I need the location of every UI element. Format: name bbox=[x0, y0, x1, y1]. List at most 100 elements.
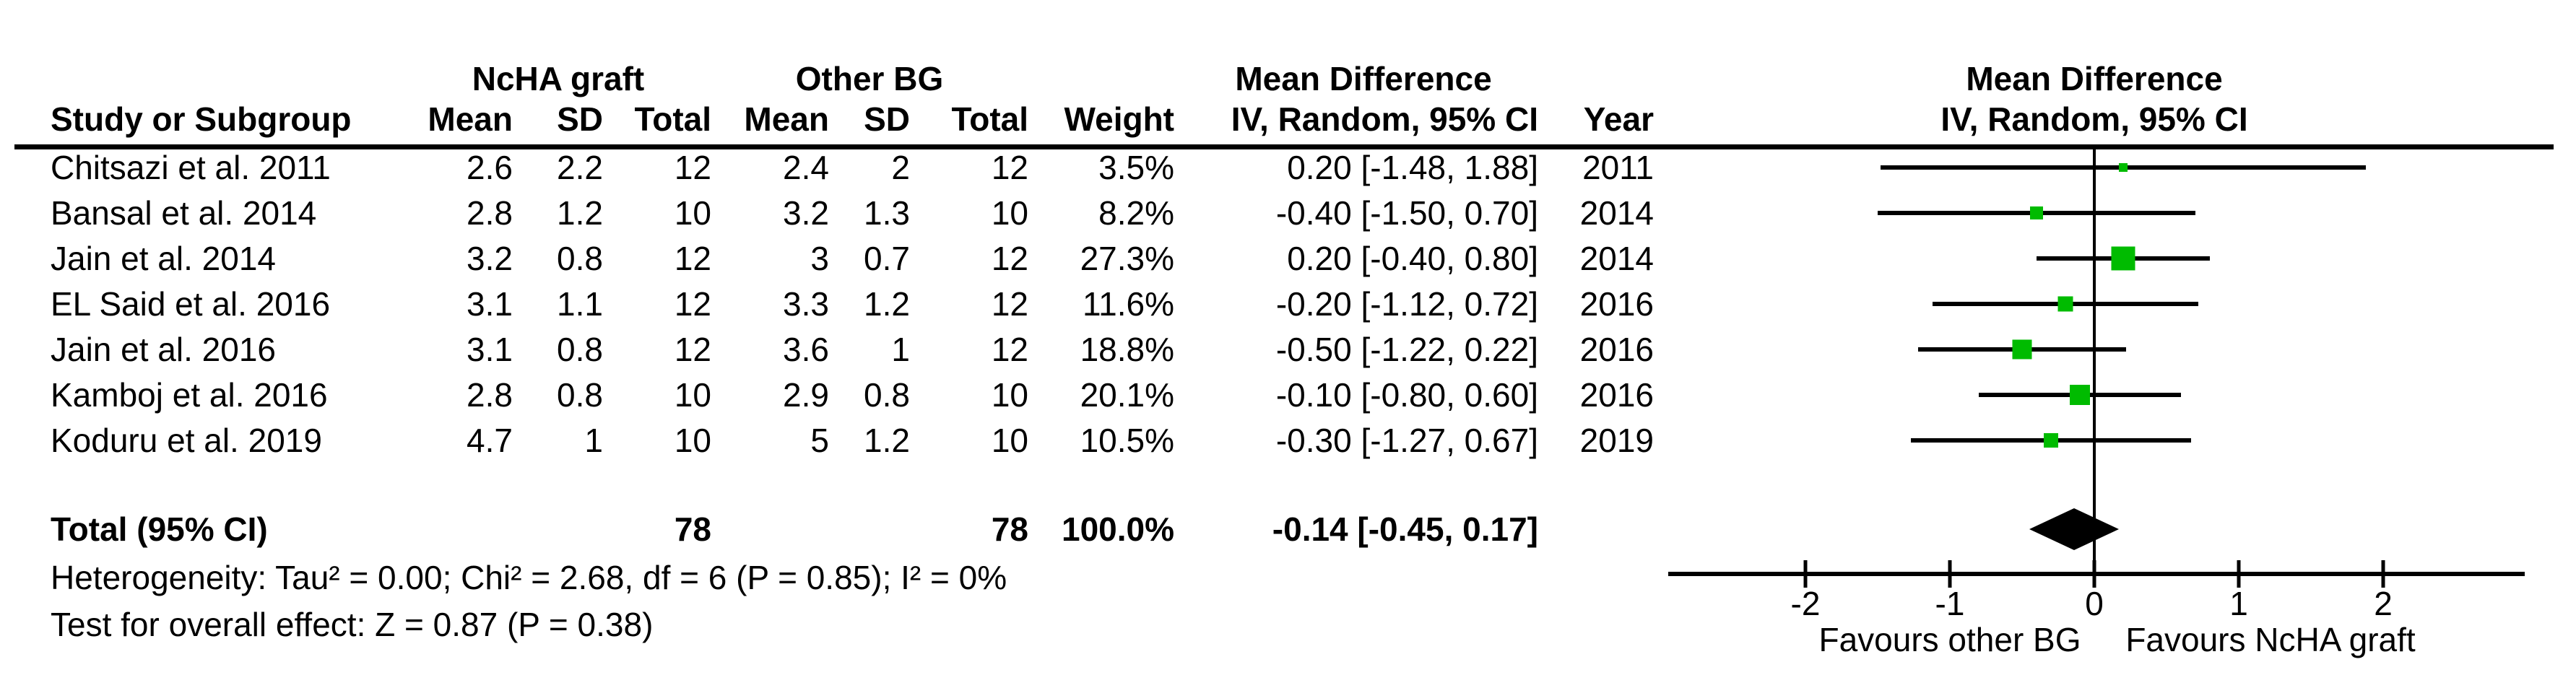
cell-mean2: 2.4 bbox=[783, 149, 829, 186]
cell-year: 2016 bbox=[1579, 285, 1654, 323]
cell-weight: 20.1% bbox=[1080, 376, 1174, 414]
cell-ci: -0.20 [-1.12, 0.72] bbox=[1275, 285, 1538, 323]
cell-sd1: 1.1 bbox=[557, 285, 603, 323]
cell-year: 2016 bbox=[1579, 376, 1654, 414]
axis-tick-label: 0 bbox=[2085, 585, 2104, 622]
heterogeneity-text: Heterogeneity: Tau² = 0.00; Chi² = 2.68,… bbox=[51, 559, 1007, 596]
cell-total1: 10 bbox=[674, 422, 711, 459]
cell-mean1: 4.7 bbox=[467, 422, 513, 459]
cell-total1: 12 bbox=[674, 331, 711, 368]
study-name: Koduru et al. 2019 bbox=[51, 422, 322, 459]
effect-header-table: Mean Difference bbox=[1235, 60, 1492, 97]
cell-mean2: 3.2 bbox=[783, 194, 829, 232]
cell-year: 2019 bbox=[1579, 422, 1654, 459]
column-header-total-ncha: Total bbox=[634, 100, 711, 138]
study-name: Jain et al. 2014 bbox=[51, 240, 277, 277]
cell-mean2: 3.3 bbox=[783, 285, 829, 323]
cell-mean2: 2.9 bbox=[783, 376, 829, 414]
cell-total1: 12 bbox=[674, 149, 711, 186]
study-name: Bansal et al. 2014 bbox=[51, 194, 317, 232]
study-name: Chitsazi et al. 2011 bbox=[51, 149, 331, 186]
total-row-label: Total (95% CI) bbox=[51, 510, 268, 548]
cell-ci: -0.50 [-1.22, 0.22] bbox=[1275, 331, 1538, 368]
cell-total2: 12 bbox=[991, 331, 1028, 368]
cell-ci: 0.20 [-0.40, 0.80] bbox=[1287, 240, 1538, 277]
cell-mean1: 3.1 bbox=[467, 285, 513, 323]
study-name: Kamboj et al. 2016 bbox=[51, 376, 328, 414]
cell-sd2: 1.2 bbox=[864, 285, 910, 323]
group-header-ncha: NcHA graft bbox=[472, 60, 645, 97]
cell-weight: 8.2% bbox=[1098, 194, 1174, 232]
cell-total1: 10 bbox=[674, 376, 711, 414]
point-estimate-square bbox=[2070, 385, 2090, 405]
cell-sd1: 1 bbox=[584, 422, 603, 459]
cell-weight: 10.5% bbox=[1080, 422, 1174, 459]
cell-mean2: 5 bbox=[810, 422, 829, 459]
cell-sd1: 0.8 bbox=[557, 240, 603, 277]
cell-weight: 3.5% bbox=[1098, 149, 1174, 186]
point-estimate-square bbox=[2044, 433, 2058, 448]
cell-total1: 12 bbox=[674, 285, 711, 323]
cell-sd2: 0.7 bbox=[864, 240, 910, 277]
cell-weight: 11.6% bbox=[1082, 285, 1174, 323]
column-header-sd-ncha: SD bbox=[557, 100, 603, 138]
cell-weight: 18.8% bbox=[1080, 331, 1174, 368]
cell-total2: 10 bbox=[991, 194, 1028, 232]
cell-ci: 0.20 [-1.48, 1.88] bbox=[1287, 149, 1538, 186]
cell-weight: 27.3% bbox=[1080, 240, 1174, 277]
cell-sd2: 1.3 bbox=[864, 194, 910, 232]
study-name: Jain et al. 2016 bbox=[51, 331, 277, 368]
cell-total2: 12 bbox=[991, 149, 1028, 186]
axis-tick-label: -2 bbox=[1791, 585, 1821, 622]
total-row-weight: 100.0% bbox=[1061, 510, 1174, 548]
cell-total2: 12 bbox=[991, 285, 1028, 323]
total-row-n-other: 78 bbox=[991, 510, 1028, 548]
study-name: EL Said et al. 2016 bbox=[51, 285, 331, 323]
column-header-total-other: Total bbox=[951, 100, 1028, 138]
axis-tick-label: 1 bbox=[2229, 585, 2248, 622]
cell-total2: 10 bbox=[991, 422, 1028, 459]
favours-left-label: Favours other BG bbox=[1818, 621, 2081, 658]
cell-mean1: 3.1 bbox=[467, 331, 513, 368]
cell-year: 2016 bbox=[1579, 331, 1654, 368]
point-estimate-square bbox=[2030, 206, 2043, 219]
cell-mean2: 3.6 bbox=[783, 331, 829, 368]
axis-tick-label: -1 bbox=[1935, 585, 1965, 622]
cell-mean2: 3 bbox=[810, 240, 829, 277]
column-header-weight: Weight bbox=[1064, 100, 1174, 138]
favours-right-label: Favours NcHA graft bbox=[2125, 621, 2416, 658]
column-header-mean-other: Mean bbox=[744, 100, 829, 138]
cell-mean1: 2.6 bbox=[467, 149, 513, 186]
cell-ci: -0.40 [-1.50, 0.70] bbox=[1275, 194, 1538, 232]
cell-sd2: 1 bbox=[891, 331, 910, 368]
cell-mean1: 2.8 bbox=[467, 194, 513, 232]
cell-ci: -0.30 [-1.27, 0.67] bbox=[1275, 422, 1538, 459]
overall-effect-text: Test for overall effect: Z = 0.87 (P = 0… bbox=[51, 606, 654, 643]
cell-mean1: 2.8 bbox=[467, 376, 513, 414]
cell-year: 2011 bbox=[1582, 149, 1654, 186]
column-header-sd-other: SD bbox=[864, 100, 910, 138]
column-header-study: Study or Subgroup bbox=[51, 100, 352, 138]
cell-sd1: 2.2 bbox=[557, 149, 603, 186]
cell-year: 2014 bbox=[1579, 194, 1654, 232]
column-header-iv-ci: IV, Random, 95% CI bbox=[1231, 100, 1538, 138]
point-estimate-square bbox=[2111, 246, 2135, 271]
total-row-ci: -0.14 [-0.45, 0.17] bbox=[1272, 510, 1538, 548]
column-header-iv-ci-plot: IV, Random, 95% CI bbox=[1940, 100, 2248, 138]
cell-ci: -0.10 [-0.80, 0.60] bbox=[1275, 376, 1538, 414]
header-rule bbox=[14, 144, 2554, 149]
cell-total2: 10 bbox=[991, 376, 1028, 414]
cell-sd2: 0.8 bbox=[864, 376, 910, 414]
group-header-other-bg: Other BG bbox=[795, 60, 944, 97]
cell-sd1: 1.2 bbox=[557, 194, 603, 232]
cell-sd2: 2 bbox=[891, 149, 910, 186]
cell-total1: 12 bbox=[674, 240, 711, 277]
cell-total1: 10 bbox=[674, 194, 711, 232]
summary-diamond bbox=[2029, 508, 2119, 550]
cell-sd1: 0.8 bbox=[557, 331, 603, 368]
column-header-year: Year bbox=[1583, 100, 1654, 138]
cell-sd1: 0.8 bbox=[557, 376, 603, 414]
total-row-n-ncha: 78 bbox=[674, 510, 711, 548]
point-estimate-square bbox=[2057, 296, 2073, 312]
